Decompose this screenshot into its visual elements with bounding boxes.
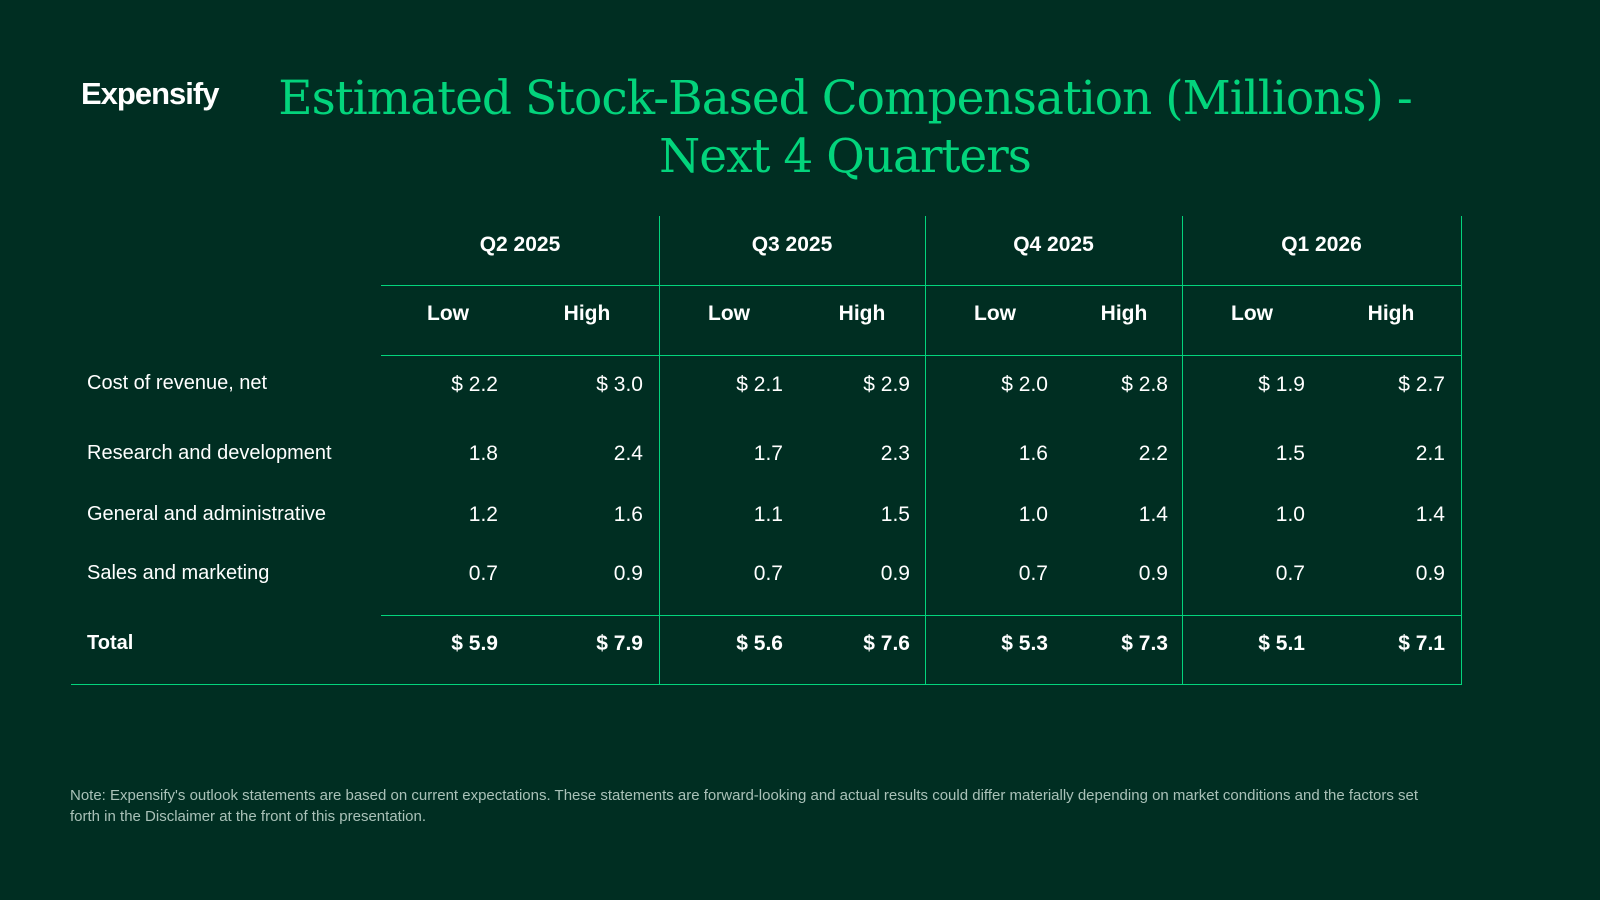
subheader-low: Low — [708, 302, 750, 325]
quarter-header: Q1 2026 — [1281, 233, 1362, 256]
quarter-header: Q2 2025 — [479, 233, 561, 256]
table-cell: $ 3.0 — [596, 373, 643, 396]
subheader-high: High — [563, 302, 611, 325]
table-divider-horizontal — [381, 615, 1462, 616]
table-cell: $ 2.8 — [1121, 373, 1168, 396]
subheader-high: High — [838, 302, 886, 325]
table-cell: 0.7 — [753, 562, 783, 585]
table-cell: 0.9 — [1415, 562, 1445, 585]
table-cell: 0.7 — [1018, 562, 1048, 585]
total-cell: $ 7.9 — [596, 632, 643, 655]
table-cell: $ 2.2 — [451, 373, 498, 396]
page-title: Estimated Stock-Based Compensation (Mill… — [270, 70, 1420, 186]
subheader-high: High — [1367, 302, 1415, 325]
table-divider-vertical — [659, 216, 660, 685]
table-divider-horizontal — [71, 684, 1462, 685]
total-cell: $ 5.9 — [451, 632, 498, 655]
table-cell: 1.4 — [1138, 503, 1168, 526]
row-label-total: Total — [87, 632, 134, 654]
table-divider-vertical — [1461, 216, 1462, 685]
table-cell: 1.5 — [1275, 442, 1305, 465]
table-cell: $ 2.7 — [1398, 373, 1445, 396]
disclaimer-note: Note: Expensify's outlook statements are… — [70, 787, 1419, 825]
row-label-general-administrative: General and administrative — [87, 503, 327, 525]
total-cell: $ 5.6 — [736, 632, 783, 655]
table-cell: 0.7 — [1275, 562, 1305, 585]
expensify-logo: Expensify — [81, 76, 219, 111]
table-cell: 2.2 — [1138, 442, 1168, 465]
table-cell: 0.9 — [880, 562, 910, 585]
table-cell: 1.2 — [468, 503, 498, 526]
table-cell: $ 2.0 — [1001, 373, 1048, 396]
table-cell: $ 2.1 — [736, 373, 783, 396]
subheader-high: High — [1100, 302, 1148, 325]
table-cell: 1.8 — [468, 442, 498, 465]
table-cell: 2.3 — [880, 442, 910, 465]
table-divider-horizontal — [381, 355, 1462, 356]
title-line-2: Next 4 Quarters — [659, 129, 1032, 184]
table-cell: 0.9 — [1138, 562, 1168, 585]
table-cell: $ 2.9 — [863, 373, 910, 396]
table-cell: 0.9 — [613, 562, 643, 585]
subheader-low: Low — [974, 302, 1016, 325]
quarter-header: Q4 2025 — [1013, 233, 1094, 256]
table-divider-horizontal — [381, 285, 1462, 286]
title-line-1: Estimated Stock-Based Compensation (Mill… — [278, 71, 1412, 126]
table-cell: 1.7 — [753, 442, 783, 465]
total-cell: $ 7.6 — [863, 632, 910, 655]
table-cell: 1.0 — [1275, 503, 1305, 526]
table-divider-vertical — [925, 216, 926, 685]
row-label-research-development: Research and development — [87, 442, 332, 464]
table-cell: 0.7 — [468, 562, 498, 585]
table-cell: 2.1 — [1415, 442, 1445, 465]
row-label-sales-marketing: Sales and marketing — [87, 562, 270, 584]
table-divider-vertical — [1182, 216, 1183, 685]
subheader-low: Low — [1231, 302, 1273, 325]
total-cell: $ 7.3 — [1121, 632, 1168, 655]
table-cell: 1.0 — [1018, 503, 1048, 526]
subheader-low: Low — [427, 302, 469, 325]
total-cell: $ 5.1 — [1258, 632, 1305, 655]
table-cell: 1.5 — [880, 503, 910, 526]
table-cell: 1.1 — [753, 503, 783, 526]
table-cell: 1.6 — [613, 503, 643, 526]
quarter-header: Q3 2025 — [751, 233, 833, 256]
row-label-cost-of-revenue: Cost of revenue, net — [87, 372, 268, 394]
table-cell: $ 1.9 — [1258, 373, 1305, 396]
table-cell: 2.4 — [613, 442, 643, 465]
total-cell: $ 7.1 — [1398, 632, 1445, 655]
total-cell: $ 5.3 — [1001, 632, 1048, 655]
table-cell: 1.4 — [1415, 503, 1445, 526]
table-cell: 1.6 — [1018, 442, 1048, 465]
